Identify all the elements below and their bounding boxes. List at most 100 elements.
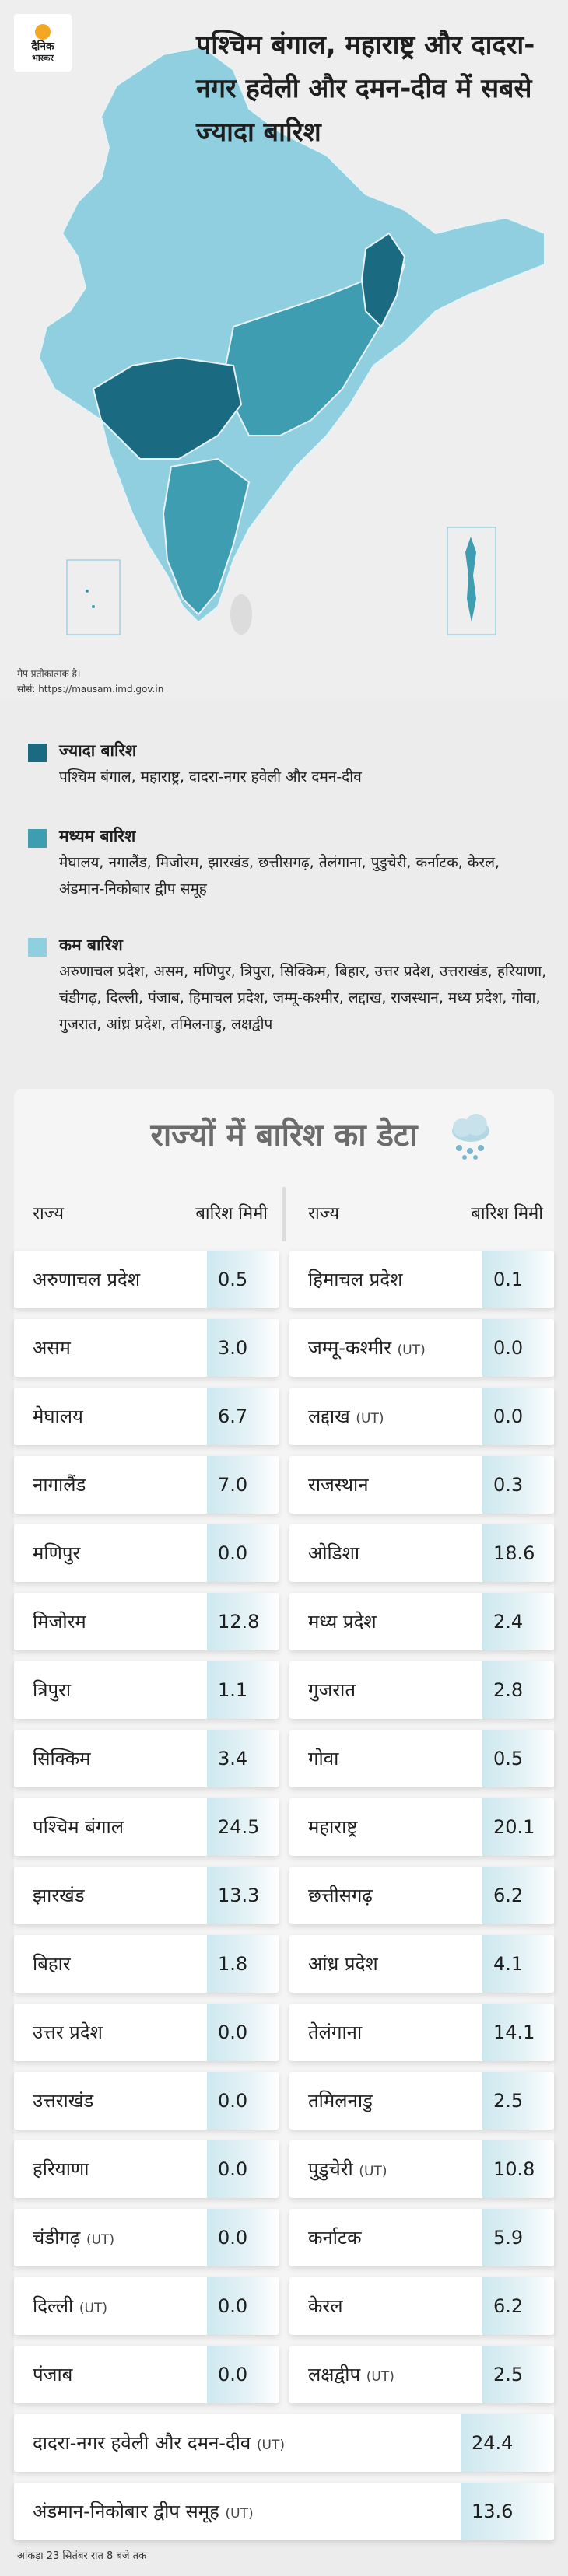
table-row: हिमाचल प्रदेश 0.1 <box>289 1251 554 1308</box>
state-label: तमिलनाडु <box>308 2090 373 2112</box>
rain-value: 24.4 <box>472 2432 514 2454</box>
state-label: मेघालय <box>33 1405 83 1427</box>
rain-value: 0.0 <box>493 1337 524 1359</box>
rain-value: 1.1 <box>218 1679 248 1701</box>
header-state: राज्य <box>33 1204 65 1223</box>
rain-value: 1.8 <box>218 1953 248 1975</box>
state-label: राजस्थान <box>308 1474 369 1496</box>
rain-value-cell: 24.5 <box>207 1798 279 1856</box>
rain-value-cell: 3.0 <box>207 1319 279 1377</box>
state-name: मेघालय <box>33 1388 83 1445</box>
india-map-south-medium <box>162 457 251 616</box>
table-row: पश्चिम बंगाल 24.5 <box>14 1798 279 1856</box>
map-inset-andaman <box>447 527 496 635</box>
table-title: राज्यों में बारिश का डेटा <box>150 1118 418 1153</box>
legend-states-high: पश्चिम बंगाल, महाराष्ट्र, दादरा-नगर हवेल… <box>59 768 362 786</box>
state-label: दिल्ली <box>33 2295 74 2317</box>
rain-value-cell: 5.9 <box>482 2209 554 2266</box>
rain-value-cell: 2.4 <box>482 1593 554 1650</box>
state-label: कर्नाटक <box>308 2227 362 2249</box>
legend-swatch-high <box>28 744 47 762</box>
state-name: उत्तराखंड <box>33 2072 93 2130</box>
logo-text-line2: भास्कर <box>32 52 54 63</box>
state-name: असम <box>33 1319 71 1377</box>
ut-tag: (UT) <box>79 2301 108 2316</box>
rain-cloud-icon <box>452 1114 489 1160</box>
rain-value: 0.0 <box>218 2364 248 2385</box>
rain-value: 10.8 <box>493 2158 535 2180</box>
rain-value: 6.2 <box>493 2295 524 2317</box>
ut-tag: (UT) <box>356 1411 384 1426</box>
state-name: गोवा <box>308 1730 338 1787</box>
state-name: हरियाणा <box>33 2140 89 2198</box>
india-rainfall-map <box>37 45 545 635</box>
rain-value-cell: 12.8 <box>207 1593 279 1650</box>
rain-value-cell: 6.7 <box>207 1388 279 1445</box>
rain-value-cell: 1.1 <box>207 1661 279 1719</box>
rain-value-cell: 2.5 <box>482 2072 554 2130</box>
legend-title-low: कम बारिश <box>59 936 123 954</box>
rain-value: 0.5 <box>218 1269 248 1290</box>
rain-value: 0.0 <box>218 2227 248 2249</box>
state-label: पंजाब <box>33 2364 73 2385</box>
header-rain: बारिश मिमी <box>471 1204 543 1223</box>
rain-value-cell: 0.3 <box>482 1456 554 1514</box>
rain-value: 0.0 <box>493 1405 524 1427</box>
state-label: पश्चिम बंगाल <box>33 1816 124 1838</box>
rain-value-cell: 0.0 <box>207 2140 279 2198</box>
rain-value: 13.6 <box>472 2501 514 2522</box>
state-name: छत्तीसगढ़ <box>308 1867 373 1924</box>
rain-value-cell: 6.2 <box>482 2277 554 2335</box>
header-rain: बारिश मिमी <box>195 1204 268 1223</box>
rain-value-cell: 2.5 <box>482 2346 554 2403</box>
state-label: गुजरात <box>308 1679 356 1701</box>
rain-value-cell: 24.4 <box>461 2414 554 2472</box>
rain-value: 0.3 <box>493 1474 524 1496</box>
legend-low: कम बारिश अरुणाचल प्रदेश, असम, मणिपुर, त्… <box>28 933 557 1081</box>
table-row: त्रिपुरा 1.1 <box>14 1661 279 1719</box>
rain-value-cell: 0.0 <box>207 1524 279 1582</box>
state-label: तेलंगाना <box>308 2021 363 2043</box>
rain-value-cell: 10.8 <box>482 2140 554 2198</box>
table-row: लक्षद्वीप (UT) 2.5 <box>289 2346 554 2403</box>
rain-value: 3.4 <box>218 1748 248 1769</box>
rain-value: 6.2 <box>493 1885 524 1906</box>
legend-title-high: ज्यादा बारिश <box>59 741 137 760</box>
rain-value: 6.7 <box>218 1405 248 1427</box>
rain-value: 2.4 <box>493 1611 524 1633</box>
rain-value: 3.0 <box>218 1337 248 1359</box>
table-row: बिहार 1.8 <box>14 1935 279 1993</box>
rain-value-cell: 20.1 <box>482 1798 554 1856</box>
state-name: अरुणाचल प्रदेश <box>33 1251 140 1308</box>
state-name: गुजरात <box>308 1661 356 1719</box>
state-name: हिमाचल प्रदेश <box>308 1251 402 1308</box>
table-row: हरियाणा 0.0 <box>14 2140 279 2198</box>
table-row: जम्मू-कश्मीर (UT) 0.0 <box>289 1319 554 1377</box>
state-name: मध्य प्रदेश <box>308 1593 377 1650</box>
headline: पश्चिम बंगाल, महाराष्ट्र और दादरा-नगर हव… <box>196 30 535 148</box>
map-symbolic-note: मैप प्रतीकात्मक है। <box>17 668 81 679</box>
rain-value-cell: 0.1 <box>482 1251 554 1308</box>
rain-value: 0.0 <box>218 2021 248 2043</box>
rain-value-cell: 0.0 <box>207 2346 279 2403</box>
rain-value: 5.9 <box>493 2227 524 2249</box>
table-row: केरल 6.2 <box>289 2277 554 2335</box>
india-map-high-maharashtra <box>92 356 243 460</box>
map-note: मैप प्रतीकात्मक है। सोर्स: https://mausa… <box>17 666 163 697</box>
rain-value-cell: 13.3 <box>207 1867 279 1924</box>
rain-value: 24.5 <box>218 1816 260 1838</box>
rain-value: 2.5 <box>493 2364 524 2385</box>
state-name: पुडुचेरी (UT) <box>308 2140 387 2200</box>
state-name: मणिपुर <box>33 1524 80 1582</box>
rain-value-cell: 0.0 <box>482 1319 554 1377</box>
ut-tag: (UT) <box>366 2369 394 2385</box>
state-name: उत्तर प्रदेश <box>33 2004 103 2061</box>
table-row: आंध्र प्रदेश 4.1 <box>289 1935 554 1993</box>
state-name: अंडमान-निकोबार द्वीप समूह (UT) <box>33 2483 254 2543</box>
rain-value-cell: 0.0 <box>207 2209 279 2266</box>
table-row: मध्य प्रदेश 2.4 <box>289 1593 554 1650</box>
state-label: ओडिशा <box>308 1542 360 1564</box>
header-state: राज्य <box>308 1204 340 1223</box>
table-row: असम 3.0 <box>14 1319 279 1377</box>
table-row: राजस्थान 0.3 <box>289 1456 554 1514</box>
